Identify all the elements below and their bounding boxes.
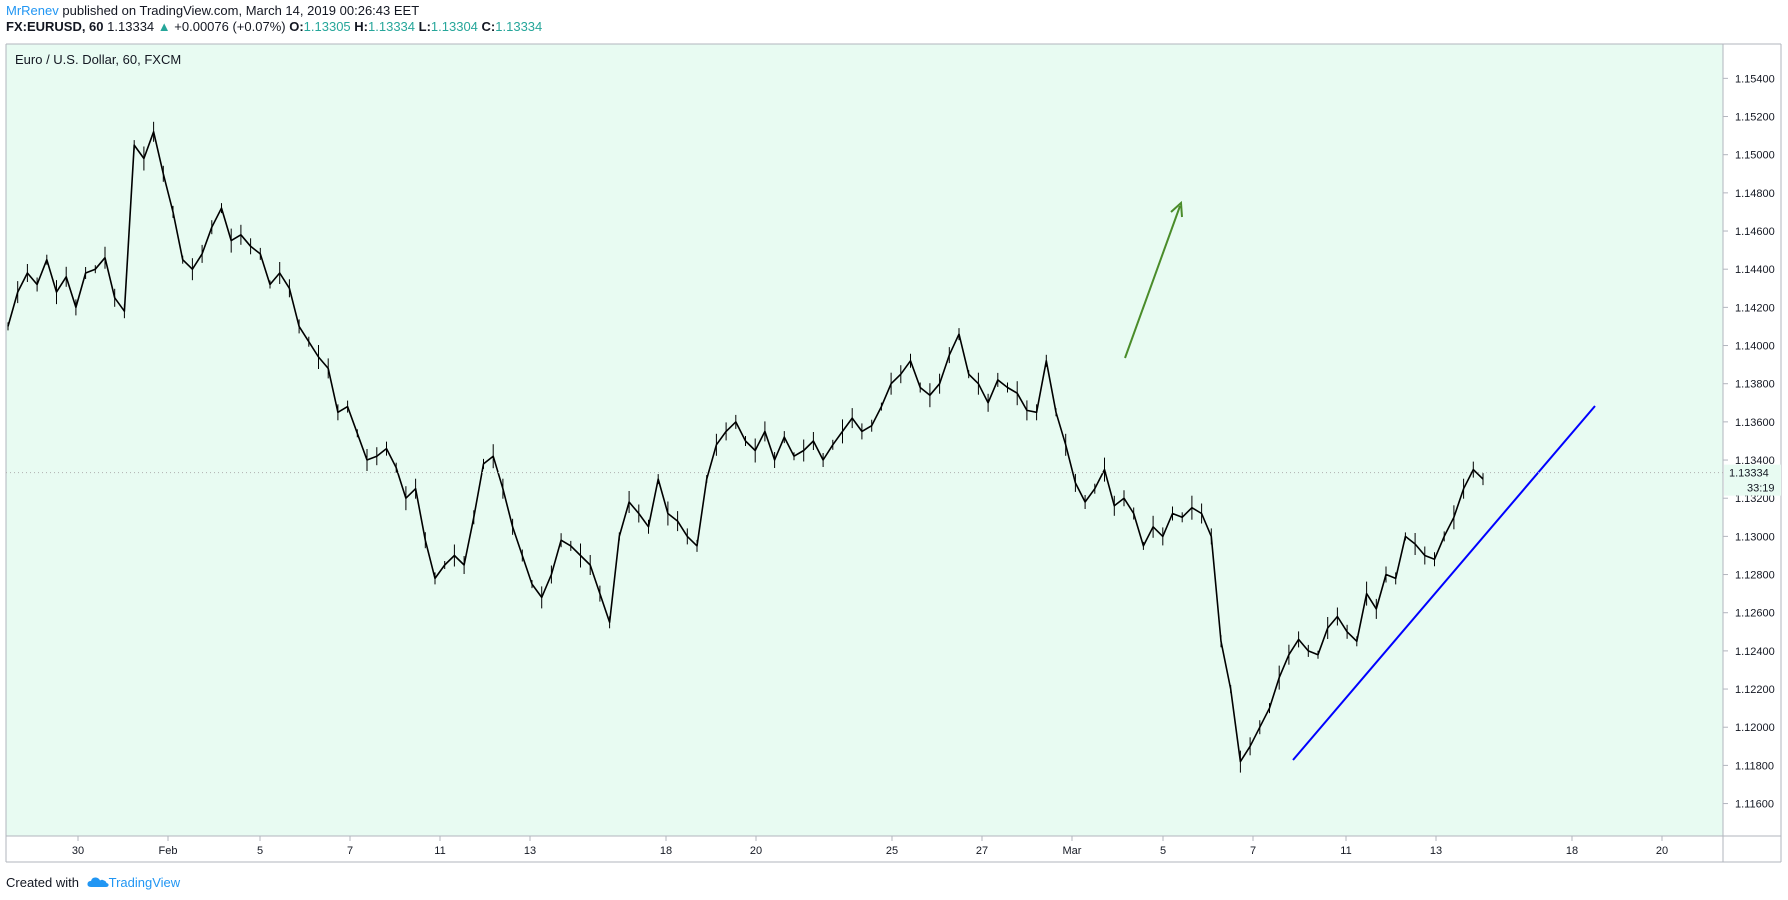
x-tick-label: 5 <box>257 845 263 857</box>
y-tick-label: 1.12800 <box>1735 570 1775 582</box>
y-tick-label: 1.12000 <box>1735 722 1775 734</box>
high-label: H: <box>354 19 369 34</box>
x-tick-label: 13 <box>524 845 536 857</box>
x-tick-label: 25 <box>886 845 898 857</box>
tradingview-link[interactable]: TradingView <box>108 875 181 890</box>
y-tick-label: 1.11800 <box>1735 760 1774 772</box>
symbol-label: FX:EURUSD, 60 <box>6 19 104 34</box>
x-tick-label: 11 <box>434 845 445 857</box>
y-tick-label: 1.14400 <box>1735 264 1775 276</box>
x-tick-label: 18 <box>660 845 672 857</box>
low-label: L: <box>418 19 431 34</box>
y-tick-label: 1.11600 <box>1735 799 1774 811</box>
y-tick-label: 1.13400 <box>1735 455 1775 467</box>
close-label: C: <box>481 19 496 34</box>
last-price-label: 1.13334 <box>1729 468 1769 480</box>
high-value: 1.13334 <box>368 19 416 34</box>
trend-line[interactable] <box>1292 405 1596 761</box>
created-with-text: Created with <box>6 875 79 890</box>
y-tick-label: 1.14600 <box>1735 226 1775 238</box>
tradingview-cloud-icon <box>87 876 109 891</box>
y-tick-label: 1.12400 <box>1735 646 1775 658</box>
last-price-box <box>1724 464 1781 496</box>
last-price: 1.13334 <box>107 19 155 34</box>
x-tick-label: 27 <box>976 845 988 857</box>
x-tick-label: 30 <box>72 845 84 857</box>
x-tick-label: 20 <box>750 845 762 857</box>
y-axis: 1.15400 1.15200 1.15000 1.14800 1.14600 1.144… <box>1723 73 1775 811</box>
up-arrow-line[interactable] <box>1124 205 1181 359</box>
x-tick-label: 7 <box>347 845 353 857</box>
drawings[interactable] <box>1124 200 1596 761</box>
x-axis: 30 Feb 5 7 11 13 18 20 25 27 Mar 5 7 11 13 18 20 <box>72 836 1668 857</box>
y-tick-label: 1.14000 <box>1735 341 1775 353</box>
last-price-marker: 1.13334 33:19 <box>6 464 1781 496</box>
footer: Created with TradingView <box>6 875 180 891</box>
y-tick-label: 1.13000 <box>1735 531 1775 543</box>
close-value: 1.13334 <box>495 19 543 34</box>
y-tick-label: 1.14800 <box>1735 188 1775 200</box>
price-chart[interactable]: Euro / U.S. Dollar, 60, FXCM 1.154001.15… <box>0 0 1788 870</box>
y-tick-label: 1.15200 <box>1735 112 1775 124</box>
x-tick-label: Feb <box>159 845 178 857</box>
y-tick-label: 1.13200 <box>1735 493 1775 505</box>
chart-title: Euro / U.S. Dollar, 60, FXCM <box>15 52 181 67</box>
symbol-info-line: FX:EURUSD, 60 1.13334 ▲ +0.00076 (+0.07%… <box>6 19 542 35</box>
low-value: 1.13304 <box>430 19 478 34</box>
countdown-label: 33:19 <box>1747 483 1775 495</box>
x-tick-label: 11 <box>1340 845 1351 857</box>
x-tick-label: 18 <box>1566 845 1578 857</box>
x-tick-label: 5 <box>1160 845 1166 857</box>
chart-header: MrRenev published on TradingView.com, Ma… <box>6 3 419 19</box>
y-tick-label: 1.15000 <box>1735 150 1775 162</box>
x-tick-label: Mar <box>1063 845 1082 857</box>
up-arrow-head[interactable] <box>1170 200 1183 218</box>
price-change: +0.00076 (+0.07%) <box>174 19 286 34</box>
x-tick-label: 20 <box>1656 845 1668 857</box>
x-tick-label: 13 <box>1430 845 1442 857</box>
author-name[interactable]: MrRenev <box>6 3 59 18</box>
price-axis-area[interactable] <box>1723 44 1781 836</box>
open-label: O: <box>289 19 304 34</box>
up-triangle-icon: ▲ <box>157 19 171 34</box>
open-value: 1.13305 <box>303 19 351 34</box>
plot-area[interactable] <box>6 44 1723 836</box>
y-tick-label: 1.12200 <box>1735 684 1775 696</box>
y-tick-label: 1.15400 <box>1735 73 1775 85</box>
y-tick-label: 1.14200 <box>1735 302 1775 314</box>
y-tick-label: 1.12600 <box>1735 608 1775 620</box>
price-series <box>7 121 1484 773</box>
y-tick-label: 1.13600 <box>1735 417 1775 429</box>
y-tick-label: 1.13800 <box>1735 379 1775 391</box>
x-tick-label: 7 <box>1250 845 1256 857</box>
published-text: published on TradingView.com, March 14, … <box>62 3 420 18</box>
